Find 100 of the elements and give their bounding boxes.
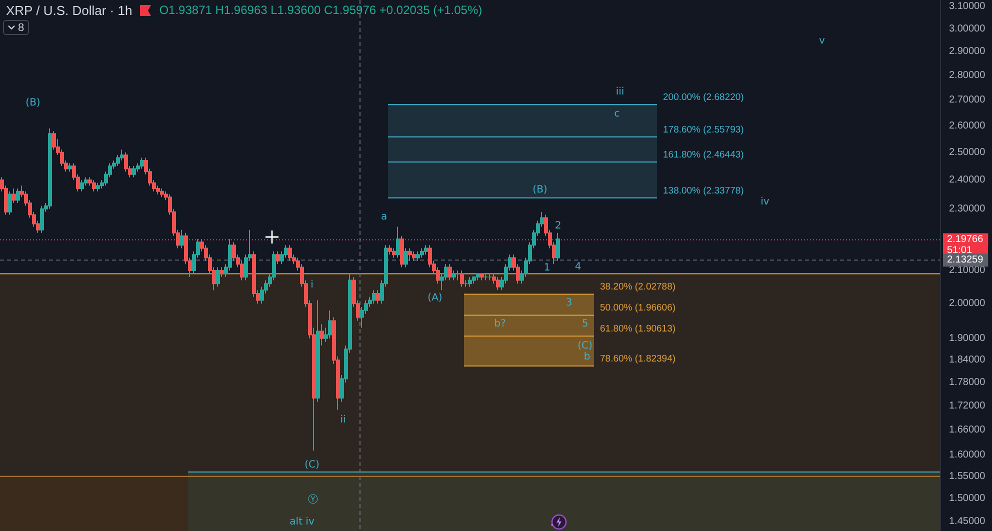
annotation: c [614,108,620,120]
y-tick-label: 1.60000 [949,449,986,460]
annotation: a [380,212,388,222]
annotation: v [819,36,826,46]
y-tick-label: 2.90000 [949,46,986,58]
annotation: 4 [574,262,582,272]
candlestick [376,290,380,304]
candlestick [276,250,280,265]
candlestick [96,182,100,192]
ref-line-label: 200.00% (2.68220) [663,92,744,104]
annotation: iv [760,196,770,208]
ref-line-label: 2.13259 [947,254,984,266]
candlestick [288,244,292,262]
annotation: 2 [554,220,562,232]
candlestick [420,248,424,258]
candlestick [220,266,224,278]
candlestick [460,270,464,288]
candlestick [456,270,460,281]
y-tick-label: 1.55000 [949,470,986,482]
annotation: iii [616,86,624,98]
y-tick-label: 1.72000 [949,400,986,412]
candlestick [8,190,12,216]
candlestick [68,162,72,172]
y-tick-label: 1.45000 [949,516,986,528]
candlestick [412,250,416,262]
annotation: alt iv [290,516,314,528]
annotation: (C) [304,460,320,470]
y-tick-label: 1.84000 [949,354,986,366]
y-tick-label: 2.60000 [949,120,986,132]
candlestick [392,248,396,258]
annotation: b [584,352,590,362]
y-tick-label: 1.66000 [949,424,986,436]
candlestick [476,273,480,281]
ref-line-label: 178.60% (2.55793) [663,124,744,136]
annotation: 8 [18,22,24,34]
candlestick [160,188,164,198]
candlestick [416,250,420,262]
annotation: (B) [532,184,548,196]
y-tick-label: 2.30000 [949,203,986,214]
ref-line-label: 38.20% (2.02788) [600,282,676,293]
ref-line-label: 78.60% (1.82394) [600,354,676,365]
candlestick [12,188,16,204]
candlestick [180,229,184,249]
y-tick-label: 2.50000 [949,146,986,158]
annotation: b? [494,318,506,330]
y-tick-label: 2.00000 [949,298,986,310]
y-tick-label: 1.50000 [949,493,986,504]
candlestick [92,180,96,192]
candlestick [40,205,44,234]
y-tick-label: 2.80000 [949,70,986,82]
candlestick [216,266,220,288]
candlestick [372,290,376,304]
candlestick [48,128,52,210]
candlestick [328,310,332,339]
y-tick-label: 2.70000 [949,94,986,106]
annotation: 5 [582,318,588,330]
ref-line-label: 50.00% (1.96606) [600,302,676,314]
candlestick [132,166,136,178]
y-tick-label: 1.90000 [949,332,986,344]
annotation: Ⓨ [308,494,318,506]
candlestick [424,244,428,256]
chart-title: XRP / U.S. Dollar · 1h [6,2,132,18]
annotation: i [310,280,314,290]
annotation: (B) [26,98,40,108]
candlestick [400,235,404,268]
candlestick [556,232,560,262]
candlestick [404,248,408,268]
candlestick [468,276,472,288]
ref-line-label: 138.00% (2.33778) [663,185,744,196]
annotation: 1 [544,262,550,274]
candlestick [80,180,84,192]
candlestick [396,226,400,258]
y-tick-label: 1.78000 [949,377,986,388]
ref-line-label: 161.80% (2.46443) [663,150,744,161]
ref-line-label: 61.80% (1.90613) [600,324,676,335]
candlestick [316,300,320,402]
candlestick [388,244,392,256]
toggle-button: 8 [3,20,30,35]
candlestick [140,157,144,170]
text: 51:01 [947,245,972,256]
candlestick [16,188,20,204]
candlestick [464,280,468,288]
candlestick [496,276,500,291]
annotation: (C) [578,340,592,352]
y-tick-label: 3.10000 [949,1,986,12]
candlestick [448,264,452,281]
chart-subtitle: O1.93871 H1.96963 L1.93600 C1.95976 +0.02035 (+1.05%) [159,3,482,17]
candlestick [484,273,488,281]
ref-line-label: 2.19766 [947,234,984,246]
annotation: (A) [428,292,442,304]
annotation: 3 [566,298,572,308]
y-tick-label: 3.00000 [949,23,986,34]
candlestick [452,270,456,281]
candlestick [480,273,484,281]
candlestick [488,273,492,281]
candlestick [408,248,412,262]
y-tick-label: 2.40000 [949,174,986,186]
candlestick [472,276,476,284]
annotation: ii [340,414,346,426]
candlestick [320,324,324,346]
